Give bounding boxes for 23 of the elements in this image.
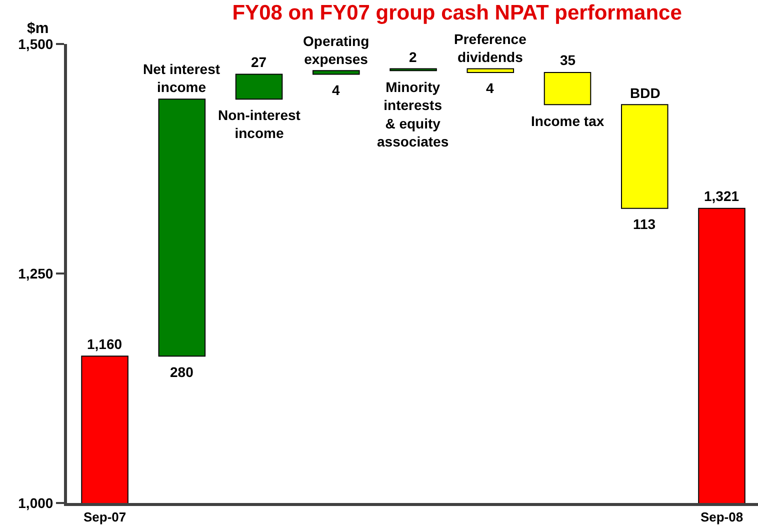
x-tick-label: Income tax bbox=[531, 113, 604, 129]
data-label: 1,160 bbox=[87, 336, 122, 352]
data-label: 35 bbox=[560, 52, 576, 68]
data-label: 1,321 bbox=[704, 188, 740, 204]
x-tick-label: Minority interests & equity associates bbox=[377, 79, 449, 150]
data-label: 4 bbox=[486, 80, 494, 96]
chart-title: FY08 on FY07 group cash NPAT performance bbox=[232, 1, 682, 24]
x-tick-label: Sep-08 bbox=[700, 510, 744, 525]
x-tick-label: Sep-07 bbox=[83, 510, 126, 525]
x-tick-label: Preference dividends bbox=[454, 31, 527, 66]
data-label: 27 bbox=[251, 54, 267, 70]
y-tick-label: 1,500 bbox=[18, 36, 54, 52]
x-tick-label: BDD bbox=[630, 85, 660, 101]
y-axis-title: $m bbox=[27, 20, 49, 37]
y-tick-label: 1,250 bbox=[18, 265, 54, 282]
x-tick-label: Non-interest income bbox=[218, 107, 301, 142]
x-tick-label: Net interest income bbox=[143, 61, 220, 96]
data-label: 280 bbox=[170, 364, 194, 380]
x-tick-label: Operating expenses bbox=[303, 33, 370, 68]
data-label: 113 bbox=[633, 216, 656, 232]
data-label: 2 bbox=[409, 49, 417, 65]
data-label: 4 bbox=[332, 82, 340, 98]
y-tick-label: 1,000 bbox=[18, 494, 54, 511]
